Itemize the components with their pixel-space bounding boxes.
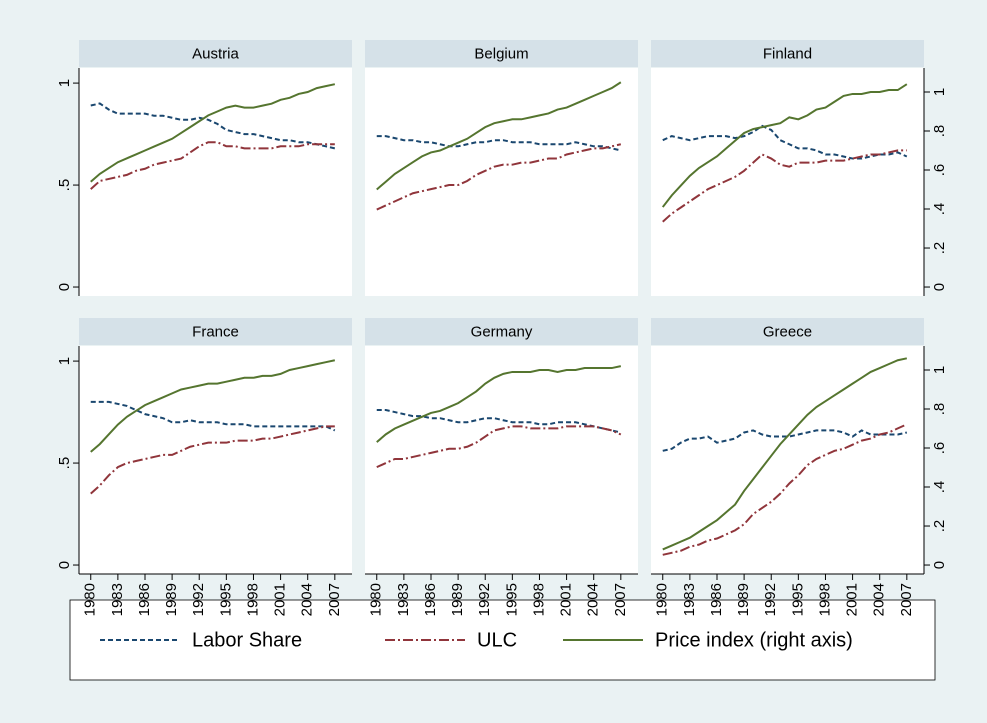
series-line: [662, 124, 908, 160]
x-tick-label: 2001: [558, 583, 575, 616]
y2-tick-label: 1: [931, 366, 948, 374]
y-tick-label: .5: [56, 179, 73, 192]
panel-strip: [365, 318, 638, 345]
panel-strip: [79, 40, 352, 67]
y2-tick-label: .4: [931, 203, 948, 216]
series-line: [662, 357, 908, 551]
x-tick-label: 2001: [272, 583, 289, 616]
legend-label: ULC: [477, 629, 517, 651]
series-line: [90, 400, 336, 432]
x-tick-label: 2004: [299, 583, 316, 616]
x-tick-label: 1995: [217, 583, 234, 616]
y2-tick-label: .4: [931, 481, 948, 494]
series-line: [376, 425, 622, 469]
x-tick-label: 1980: [368, 583, 385, 616]
x-tick-label: 2007: [326, 583, 343, 616]
series-line: [376, 409, 622, 434]
x-tick-label: 1983: [109, 583, 126, 616]
y2-tick-label: .8: [931, 403, 948, 416]
x-tick-label: 1989: [735, 583, 752, 616]
series-line: [90, 359, 336, 453]
x-tick-label: 1980: [654, 583, 671, 616]
y2-tick-label: .6: [931, 442, 948, 455]
y-tick-label: 0: [56, 561, 73, 569]
x-tick-label: 2007: [612, 583, 629, 616]
panel-title: Belgium: [474, 45, 528, 62]
y2-tick-label: 0: [931, 283, 948, 291]
x-tick-label: 1992: [476, 583, 493, 616]
y2-tick-label: .6: [931, 164, 948, 177]
series-line: [376, 143, 622, 211]
series-line: [376, 135, 622, 152]
panel-strip: [365, 40, 638, 67]
panel-title: Germany: [471, 323, 533, 340]
legend-box: [69, 599, 936, 681]
plot-area: [651, 346, 924, 574]
series-line: [376, 365, 622, 443]
plot-area: [79, 68, 352, 296]
series-line: [662, 423, 908, 556]
x-tick-label: 1980: [82, 583, 99, 616]
y2-tick-label: 1: [931, 88, 948, 96]
x-tick-label: 1986: [708, 583, 725, 616]
y-tick-label: .5: [56, 457, 73, 470]
panel-title: France: [192, 323, 239, 340]
x-tick-label: 1992: [190, 583, 207, 616]
x-tick-label: 1983: [681, 583, 698, 616]
legend-label: Price index (right axis): [655, 629, 853, 651]
x-tick-label: 1983: [395, 583, 412, 616]
panel-title: Austria: [192, 45, 239, 62]
panel-strip: [651, 318, 924, 345]
panel-title: Finland: [763, 45, 812, 62]
plot-area: [365, 346, 638, 574]
x-tick-label: 1992: [762, 583, 779, 616]
y2-tick-label: 0: [931, 561, 948, 569]
y-tick-label: 0: [56, 283, 73, 291]
x-tick-label: 1986: [136, 583, 153, 616]
x-tick-label: 2004: [871, 583, 888, 616]
x-tick-label: 2004: [585, 583, 602, 616]
y-tick-label: 1: [56, 357, 73, 365]
x-tick-label: 1998: [816, 583, 833, 616]
legend-label: Labor Share: [192, 629, 302, 651]
panel-strip: [651, 40, 924, 67]
x-tick-label: 1995: [503, 583, 520, 616]
x-tick-label: 1998: [244, 583, 261, 616]
plot-area: [365, 68, 638, 296]
x-tick-label: 2007: [898, 583, 915, 616]
series-line: [90, 425, 335, 495]
y2-tick-label: .2: [931, 520, 948, 533]
series-line: [376, 81, 622, 191]
panel-strip: [79, 318, 352, 345]
x-tick-label: 1989: [449, 583, 466, 616]
y2-tick-label: .2: [931, 242, 948, 255]
x-tick-label: 2001: [844, 583, 861, 616]
panel-title: Greece: [763, 323, 812, 340]
x-tick-label: 1989: [163, 583, 180, 616]
series-line: [90, 102, 336, 150]
series-line: [662, 429, 908, 452]
x-tick-label: 1986: [422, 583, 439, 616]
x-tick-label: 1995: [789, 583, 806, 616]
plot-area: [651, 68, 924, 296]
series-line: [90, 141, 335, 190]
series-line: [90, 83, 336, 183]
series-line: [662, 149, 907, 223]
x-tick-label: 1998: [530, 583, 547, 616]
plot-area: [79, 346, 352, 574]
series-line: [661, 83, 908, 208]
y-tick-label: 1: [56, 79, 73, 87]
y2-tick-label: .8: [931, 125, 948, 138]
